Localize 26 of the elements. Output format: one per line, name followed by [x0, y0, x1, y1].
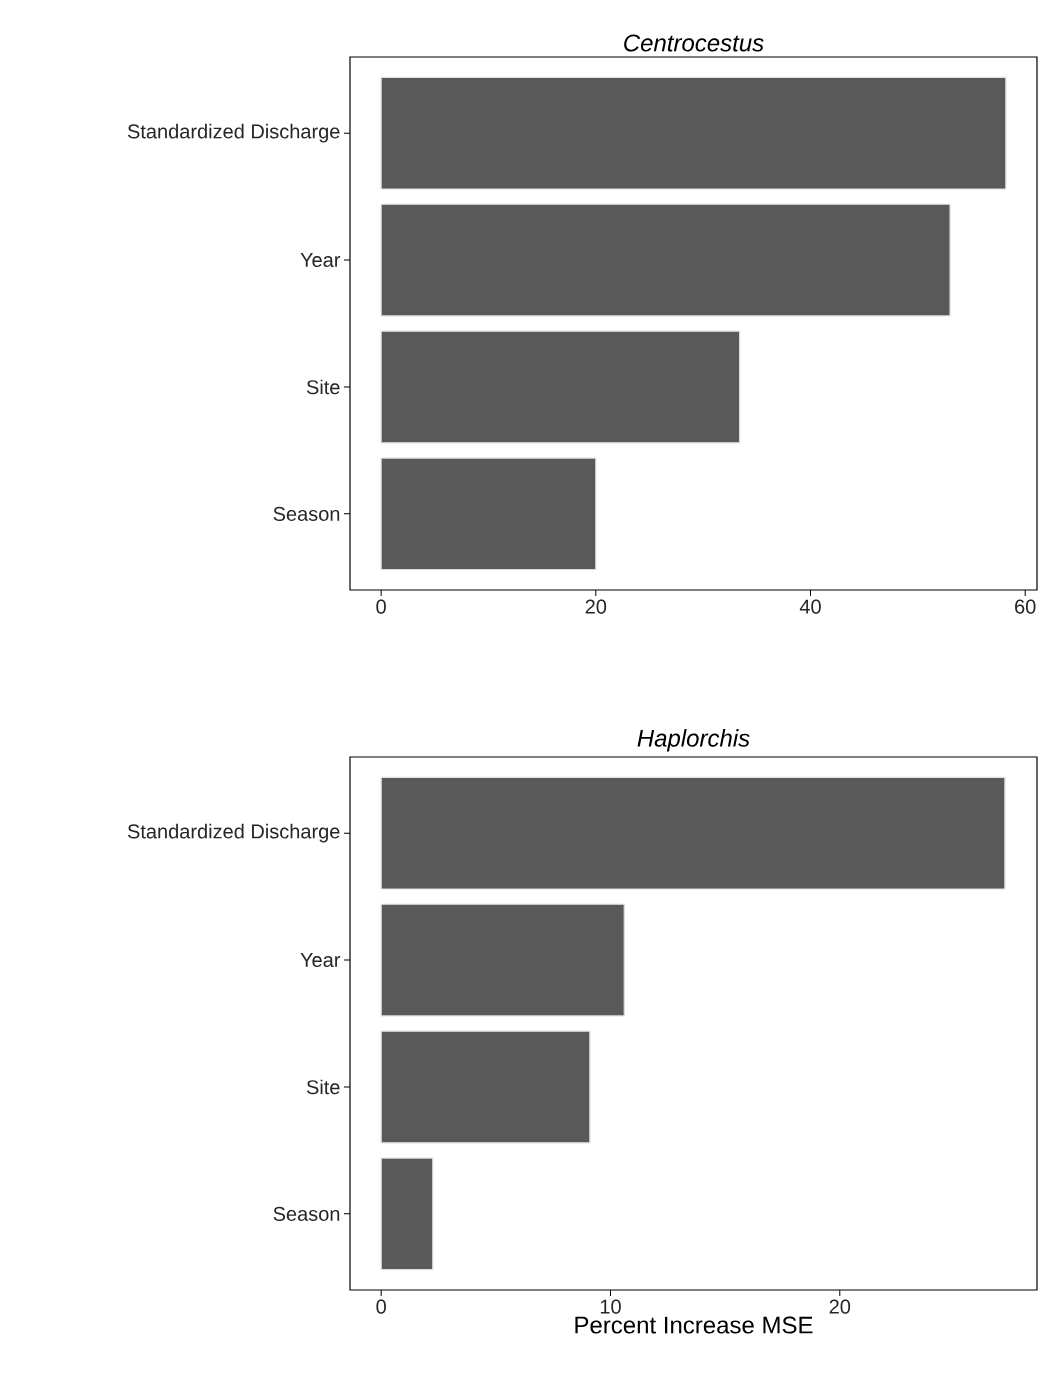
x-tick-label: 10 [600, 1299, 621, 1314]
bar [380, 76, 1007, 190]
x-tick-label: 60 [1015, 599, 1036, 614]
chart-title: Centrocestus [624, 34, 764, 52]
y-tick-label: Site [306, 379, 340, 395]
x-tick-label: 40 [799, 599, 821, 614]
x-tick-label: 0 [376, 1299, 386, 1314]
bar [380, 776, 1006, 890]
x-axis-title: Percent Increase MSE [575, 1316, 813, 1334]
y-tick-label: Season [273, 1206, 340, 1221]
y-tick-label: Season [273, 506, 340, 521]
y-tick-label: Standardized Discharge [127, 123, 340, 143]
y-tick-label: Site [306, 1079, 340, 1095]
y-tick-label: Year [300, 953, 341, 968]
chart-title: Haplorchis [637, 729, 750, 752]
bar [380, 1157, 434, 1271]
bar [380, 457, 597, 571]
bar [380, 203, 951, 317]
x-tick-label: 0 [376, 599, 386, 614]
bar [380, 1030, 591, 1144]
x-tick-label: 20 [829, 1299, 851, 1314]
x-tick-label: 20 [585, 599, 607, 614]
y-tick-label: Standardized Discharge [127, 823, 340, 843]
bar [380, 330, 741, 444]
y-tick-label: Year [300, 253, 341, 268]
bar [380, 903, 625, 1017]
